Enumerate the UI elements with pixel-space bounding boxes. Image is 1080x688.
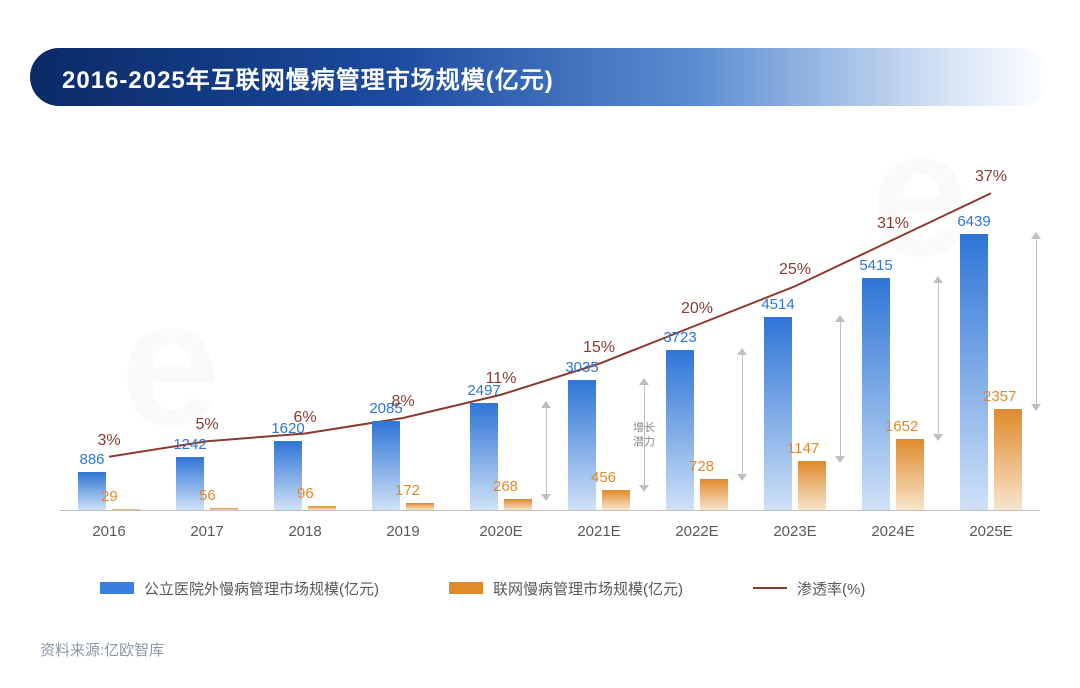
bar-group: 2016 886 29 xyxy=(60,160,158,540)
x-axis-label: 2019 xyxy=(354,523,452,540)
bar-series2 xyxy=(602,490,630,510)
line-value-label: 6% xyxy=(293,408,316,426)
x-axis-label: 2025E xyxy=(942,523,1040,540)
bar-series2 xyxy=(112,509,140,510)
line-value-label: 25% xyxy=(779,261,811,279)
source-attribution: 资料来源:亿欧智库 xyxy=(40,639,164,660)
legend-label-series2: 联网慢病管理市场规模(亿元) xyxy=(493,578,683,599)
bar-value-label: 886 xyxy=(62,451,122,468)
x-axis-label: 2023E xyxy=(746,523,844,540)
bar-value-label: 96 xyxy=(297,485,357,502)
x-axis-label: 2021E xyxy=(550,523,648,540)
bar-value-label: 4514 xyxy=(748,296,808,313)
bar-group: 2018162096 xyxy=(256,160,354,540)
bar-series1 xyxy=(666,350,694,510)
bar-series1 xyxy=(862,278,890,510)
bar-series2 xyxy=(798,461,826,510)
x-axis-label: 2020E xyxy=(452,523,550,540)
legend-item-series1: 公立医院外慢病管理市场规模(亿元) xyxy=(100,578,379,599)
growth-gap-arrow xyxy=(1030,234,1042,409)
bar-series1 xyxy=(960,234,988,510)
line-value-label: 15% xyxy=(583,339,615,357)
bar-series1 xyxy=(568,380,596,510)
x-axis-label: 2017 xyxy=(158,523,256,540)
bar-value-label: 5415 xyxy=(846,257,906,274)
bar-value-label: 3035 xyxy=(552,359,612,376)
bar-series2 xyxy=(504,499,532,510)
line-value-label: 8% xyxy=(391,393,414,411)
x-axis-label: 2024E xyxy=(844,523,942,540)
x-axis-label: 2022E xyxy=(648,523,746,540)
bar-group: 2022E3723728 xyxy=(648,160,746,540)
bar-series2 xyxy=(406,503,434,510)
bar-value-label: 56 xyxy=(199,487,259,504)
bar-value-label: 6439 xyxy=(944,213,1004,230)
bar-value-label: 3723 xyxy=(650,329,710,346)
bar-value-label: 172 xyxy=(395,482,455,499)
bar-series1 xyxy=(764,317,792,510)
bar-series2 xyxy=(896,439,924,510)
bar-series2 xyxy=(700,479,728,510)
bar-value-label: 29 xyxy=(101,488,161,505)
x-axis-label: 2018 xyxy=(256,523,354,540)
line-value-label: 37% xyxy=(975,168,1007,186)
legend-swatch-series2 xyxy=(449,582,483,594)
bar-value-label: 1242 xyxy=(160,436,220,453)
bar-series2 xyxy=(210,508,238,510)
legend-item-series2: 联网慢病管理市场规模(亿元) xyxy=(449,578,683,599)
chart-legend: 公立医院外慢病管理市场规模(亿元) 联网慢病管理市场规模(亿元) 渗透率(%) xyxy=(60,568,1040,608)
line-value-label: 3% xyxy=(97,432,120,450)
bar-series2 xyxy=(308,506,336,510)
chart-plot-area: 2016886293%20171242565%20181620966%20192… xyxy=(60,160,1040,540)
legend-item-line: 渗透率(%) xyxy=(753,578,865,599)
line-value-label: 20% xyxy=(681,300,713,318)
bar-group: 2020E2497268 xyxy=(452,160,550,540)
legend-swatch-line xyxy=(753,587,787,589)
chart-title: 2016-2025年互联网慢病管理市场规模(亿元) xyxy=(62,60,554,95)
bar-group: 2017 1242 56 xyxy=(158,160,256,540)
bar-group: 20192085172 xyxy=(354,160,452,540)
legend-label-series1: 公立医院外慢病管理市场规模(亿元) xyxy=(144,578,379,599)
bar-group: 2025E64392357 xyxy=(942,160,1040,540)
bar-series2 xyxy=(994,409,1022,510)
legend-label-line: 渗透率(%) xyxy=(797,578,865,599)
chart-title-bar: 2016-2025年互联网慢病管理市场规模(亿元) xyxy=(30,48,1050,106)
bar-group: 2023E45141147 xyxy=(746,160,844,540)
x-axis-label: 2016 xyxy=(60,523,158,540)
line-value-label: 31% xyxy=(877,215,909,233)
line-value-label: 5% xyxy=(195,416,218,434)
line-value-label: 11% xyxy=(486,370,517,388)
legend-swatch-series1 xyxy=(100,582,134,594)
